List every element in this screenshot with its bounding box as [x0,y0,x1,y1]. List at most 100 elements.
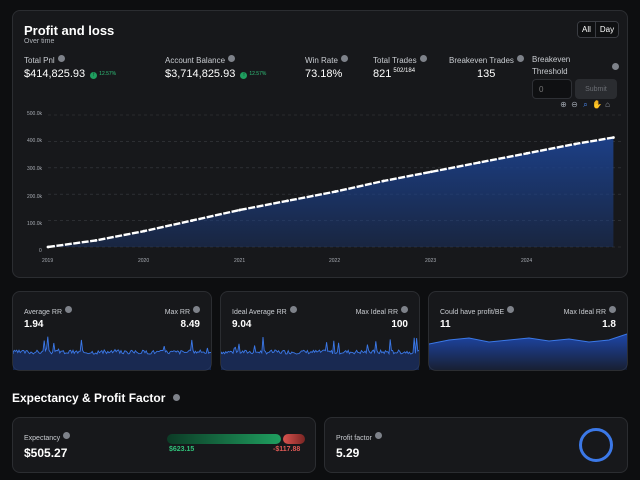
pnl-area-fill [48,137,614,247]
profit-be-area-chart [429,333,627,370]
info-icon[interactable] [193,306,200,313]
chart-toolbar: ⊕ ⊖ ⌕ ✋ ⌂ [559,100,612,110]
change-badge: ↑ 12.57% [240,71,267,79]
arrow-up-icon: ↑ [90,72,98,79]
info-icon[interactable] [228,55,236,62]
expectancy-label: Expectancy [24,432,71,442]
expectancy-section-title: Expectancy & Profit Factor [12,391,181,405]
x-tick-label: 2023 [425,258,437,264]
account-balance-label: Account Balance [165,55,236,65]
ideal-average-rr-label: Ideal Average RR [232,306,297,316]
y-tick-label: 400.0k [27,138,43,144]
ideal-rr-card: Ideal Average RR Max Ideal RR 9.04 100 [220,291,420,371]
loss-amount: -$117.88 [273,446,301,453]
sparkline-series [221,336,419,356]
zoom-in-icon[interactable]: ⊕ [560,100,567,109]
expectancy-card: Expectancy $505.27 $623.15 -$117.88 [12,417,316,473]
info-icon[interactable] [65,306,73,313]
submit-button[interactable]: Submit [575,79,617,99]
page-title: Profit and loss [24,23,115,38]
chart-subtitle: Over time [24,38,55,45]
pnl-data-point[interactable] [190,219,194,222]
x-tick-label: 2020 [138,258,150,264]
info-icon[interactable] [63,432,71,439]
profit-factor-label: Profit factor [336,432,382,442]
info-icon[interactable] [57,55,65,62]
y-tick-label: 500.0k [27,111,43,117]
pnl-data-point[interactable] [477,161,481,164]
profit-factor-card: Profit factor 5.29 [324,417,628,473]
breakeven-trades-label: Breakeven Trades [449,55,524,65]
range-all-button[interactable]: All [578,22,595,37]
wave-fill [429,334,627,370]
total-trades-value: 821 502/184 [373,68,416,80]
pnl-data-point[interactable] [612,136,615,139]
total-pnl-label: Total Pnl [24,55,65,65]
x-tick-label: 2024 [521,258,533,264]
average-rr-label: Average RR [24,306,73,316]
ideal-rr-sparkline [221,336,419,370]
pnl-data-point[interactable] [573,142,577,146]
profit-loss-card: Profit and loss Over time All Day Total … [12,10,628,278]
sparkline-fill [13,336,211,370]
breakeven-threshold-label: Breakeven [532,55,571,64]
win-bar [167,434,281,444]
sparkline-fill [221,337,419,370]
pnl-data-point[interactable] [525,151,529,155]
total-pnl-value: $414,825.93 ↑ 12.57% [24,68,117,80]
max-rr-value: 8.49 [180,319,200,330]
home-icon[interactable]: ⌂ [605,100,610,109]
sparkline-series [13,336,211,356]
breakeven-threshold-input[interactable] [532,79,572,99]
info-icon[interactable] [516,55,524,62]
pnl-area-chart[interactable] [43,111,623,253]
info-icon[interactable] [609,306,616,313]
profit-factor-ring [579,428,613,462]
pnl-data-point[interactable] [238,208,242,212]
pnl-data-point[interactable] [429,170,433,174]
win-rate-value: 73.18% [305,68,343,80]
y-tick-label: 0 [39,248,42,254]
info-icon[interactable] [401,306,408,313]
info-icon[interactable] [173,394,181,401]
y-tick-label: 200.0k [27,194,43,200]
range-day-button[interactable]: Day [594,22,619,37]
profit-factor-value: 5.29 [336,446,360,460]
max-rr-label: Max RR [165,306,200,316]
max-ideal-rr-value: 100 [391,319,408,330]
rr-sparkline [13,336,211,370]
average-rr-card: Average RR Max RR 1.94 8.49 [12,291,212,371]
max-ideal-rr-value: 1.8 [602,319,616,330]
x-tick-label: 2022 [329,258,341,264]
pnl-data-point[interactable] [46,245,50,249]
info-icon[interactable] [289,306,297,313]
loss-bar [283,434,305,444]
max-ideal-rr-label: Max Ideal RR [564,306,616,316]
total-trades-label: Total Trades [373,55,427,65]
info-icon[interactable] [374,432,382,439]
pnl-data-point[interactable] [286,199,289,203]
range-toggle: All Day [577,21,620,38]
x-tick-label: 2019 [42,258,54,264]
y-tick-label: 300.0k [27,166,43,172]
max-ideal-rr-label: Max Ideal RR [356,306,408,316]
win-amount: $623.15 [169,446,195,453]
pnl-data-point[interactable] [94,239,98,242]
zoom-select-icon[interactable]: ⌕ [583,100,588,109]
info-icon[interactable] [340,55,348,62]
pnl-data-point[interactable] [334,190,337,193]
account-balance-value: $3,714,825.93 ↑ 12.57% [165,68,267,80]
breakeven-trades-value: 135 [477,68,496,80]
could-have-profit-value: 11 [440,319,451,330]
info-icon[interactable] [612,63,619,70]
y-tick-label: 100.0k [27,221,43,227]
average-rr-value: 1.94 [24,319,44,330]
pan-hand-icon[interactable]: ✋ [592,100,602,109]
info-icon[interactable] [507,306,515,313]
ideal-average-rr-value: 9.04 [232,319,252,330]
pnl-data-point[interactable] [382,179,385,183]
info-icon[interactable] [419,55,427,62]
zoom-out-icon[interactable]: ⊖ [571,100,578,109]
pnl-data-point[interactable] [142,229,146,233]
could-have-profit-card: Could have profit/BE Max Ideal RR 11 1.8 [428,291,628,371]
